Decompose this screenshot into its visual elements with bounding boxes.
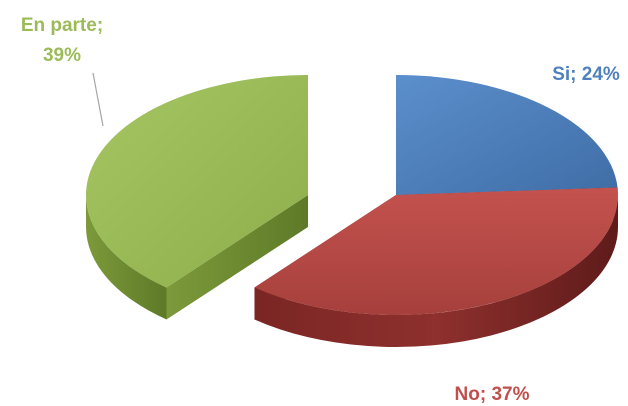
slice-si-top (396, 75, 618, 195)
slice-no-top (254, 187, 618, 316)
slice-en-parte-rim (86, 195, 167, 320)
slice-no (254, 187, 618, 348)
slice-en-parte-top (86, 75, 309, 288)
label-en-parte-line1: En parte; (21, 15, 103, 36)
slice-en-parte-wall-0 (166, 195, 308, 320)
slice-en-parte (86, 75, 309, 320)
label-no: No; 37% (455, 384, 530, 405)
slice-no-rim (254, 195, 618, 348)
leader-line-en-parte (92, 72, 104, 127)
label-en-parte-line2: 39% (43, 45, 81, 66)
label-si: Si; 24% (552, 64, 620, 85)
